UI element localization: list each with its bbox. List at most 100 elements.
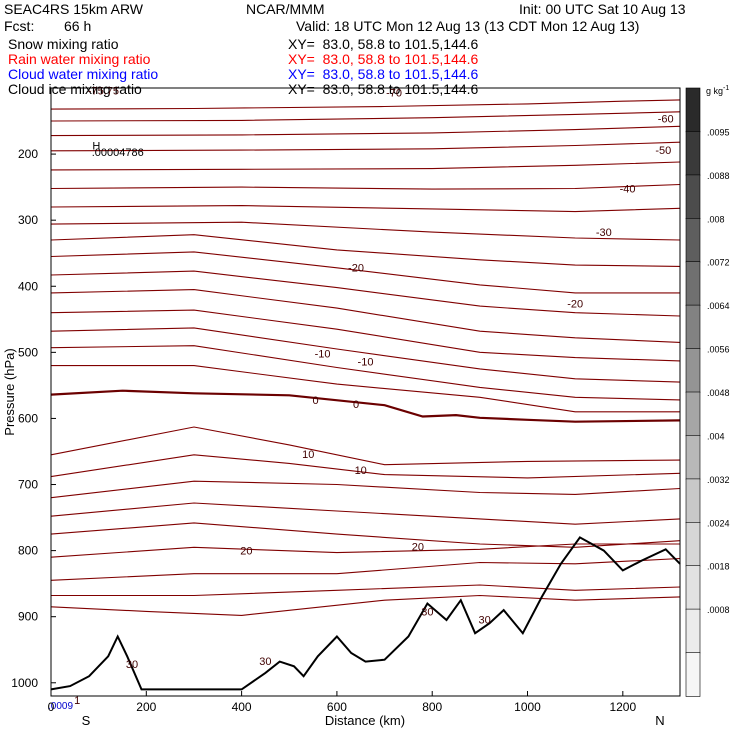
contour-label: -70 xyxy=(386,88,402,100)
terrain-line xyxy=(50,536,681,691)
isotherm-line xyxy=(50,594,681,616)
y-tick-label: 300 xyxy=(18,213,38,227)
contour-label: H xyxy=(92,141,100,153)
contour-label: 30 xyxy=(478,614,490,626)
isotherm-line xyxy=(50,111,681,122)
init-time: Init: 00 UTC Sat 10 Aug 13 xyxy=(519,1,686,17)
terrain-profile xyxy=(50,536,681,691)
temperature-contours xyxy=(50,99,681,616)
colorbar-label: .0048 xyxy=(707,388,730,398)
field-xy-cloud-water: XY= 83.0, 58.8 to 101.5,144.6 xyxy=(288,66,479,82)
y-tick-label: 400 xyxy=(18,279,38,293)
isotherm-line xyxy=(50,99,681,110)
contour-label: 20 xyxy=(240,546,252,558)
isotherm-line xyxy=(50,183,681,190)
isotherm-line xyxy=(50,270,681,317)
contour-label: -75.75 xyxy=(88,86,119,98)
contour-label: .00004786 xyxy=(92,147,144,159)
colorbar-label: .0072 xyxy=(707,258,730,268)
isotherm-line xyxy=(50,557,681,581)
colorbar-label: .0064 xyxy=(707,301,730,311)
colorbar-label: .008 xyxy=(707,214,725,224)
contour-label: 10 xyxy=(302,449,314,461)
y-tick-label: 800 xyxy=(18,544,38,558)
isotherm-line xyxy=(51,365,680,413)
endpoint-south: S xyxy=(82,713,91,728)
isotherm-line xyxy=(50,205,681,213)
field-xy-rain: XY= 83.0, 58.8 to 101.5,144.6 xyxy=(288,51,479,67)
contour-labels: -75.75 -70-60-50-40-30-20-20-10-100 010102… xyxy=(48,86,674,713)
colorbar-swatch xyxy=(685,652,701,697)
isotherm-line xyxy=(50,327,681,383)
field-name-cloud-water: Cloud water mixing ratio xyxy=(8,66,159,82)
contour-label: -10 xyxy=(315,349,331,361)
colorbar-swatch xyxy=(685,131,701,176)
x-tick-label: 800 xyxy=(422,700,442,714)
isotherm-line xyxy=(50,502,681,525)
colorbar-swatch xyxy=(685,218,701,263)
forecast-hours: 66 h xyxy=(64,18,92,34)
contour-label: -10 xyxy=(358,357,374,369)
isotherm-line xyxy=(50,522,681,548)
colorbar-swatch xyxy=(685,348,701,393)
contour-label: -30 xyxy=(596,227,612,239)
colorbar-label: .004 xyxy=(707,431,725,441)
x-tick-label: 0 xyxy=(48,700,55,714)
y-tick-label: 200 xyxy=(18,147,38,161)
x-axis-label: Distance (km) xyxy=(325,713,405,728)
contour-label: -20 xyxy=(567,298,583,310)
contour-label: -40 xyxy=(620,183,636,195)
plot-frame xyxy=(50,87,681,697)
x-tick-label: 1200 xyxy=(609,700,636,714)
isotherm-line xyxy=(50,221,681,241)
colorbar xyxy=(685,87,701,697)
contour-label: 30 xyxy=(126,659,138,671)
y-axis-label: Pressure (hPa) xyxy=(2,348,17,435)
isotherm-line xyxy=(50,161,681,171)
colorbar-swatch xyxy=(685,174,701,220)
model-title: SEAC4RS 15km ARW xyxy=(4,1,144,17)
y-tick-label: 500 xyxy=(18,345,38,359)
y-tick-label: 1000 xyxy=(11,676,38,690)
contour-label: -50 xyxy=(655,145,671,157)
org-title: NCAR/MMM xyxy=(246,1,325,17)
isotherm-line xyxy=(50,480,681,499)
contour-label: 1 xyxy=(74,695,80,707)
x-tick-label: 200 xyxy=(136,700,156,714)
colorbar-labels: .0095 .0088 .008 .0072 .0064 .0056 .0048 .004 .0… xyxy=(707,127,730,615)
field-xy-cloud-ice: XY= 83.0, 58.8 to 101.5,144.6 xyxy=(288,81,479,97)
colorbar-unit: g kg-1 xyxy=(706,85,729,96)
colorbar-label: .0024 xyxy=(707,518,730,528)
x-tick-label: 400 xyxy=(232,700,252,714)
forecast-label: Fcst: xyxy=(4,18,35,34)
contour-label: 0 xyxy=(312,395,318,407)
contour-label: -20 xyxy=(348,263,364,275)
colorbar-swatch xyxy=(685,87,701,133)
colorbar-label: .0032 xyxy=(707,475,730,485)
contour-label: 30 xyxy=(421,606,433,618)
y-tick-label: 600 xyxy=(18,411,38,425)
y-tick-label: 700 xyxy=(18,478,38,492)
isotherm-line xyxy=(50,543,680,558)
colorbar-label: .0008 xyxy=(707,605,730,615)
colorbar-label: .0056 xyxy=(707,345,730,355)
isotherm-line xyxy=(51,584,681,597)
isotherm-line xyxy=(50,141,681,152)
contour-label: 30 xyxy=(259,656,271,668)
endpoint-north: N xyxy=(655,713,664,728)
contour-label: 20 xyxy=(412,542,424,554)
contour-label: 10 xyxy=(355,465,367,477)
x-axis-ticks: 0 200 400 600 800 1000 1200 xyxy=(48,691,636,714)
field-name-rain: Rain water mixing ratio xyxy=(8,51,151,67)
isotherm-line xyxy=(50,345,681,401)
colorbar-swatch xyxy=(685,261,701,306)
isotherm-line xyxy=(50,251,680,294)
isotherm-line xyxy=(50,289,681,343)
colorbar-swatch xyxy=(685,435,701,480)
colorbar-swatch xyxy=(685,565,701,610)
x-tick-label: 600 xyxy=(327,700,347,714)
colorbar-label: .0095 xyxy=(707,127,730,137)
colorbar-swatch xyxy=(685,304,701,350)
